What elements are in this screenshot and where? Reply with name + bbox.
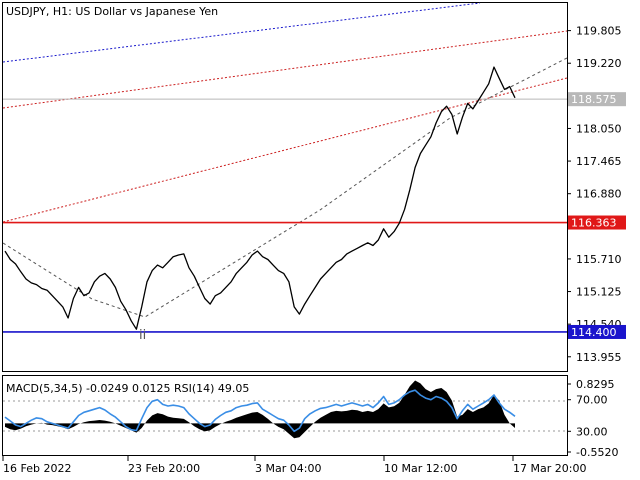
indicator-tick-label: 0.8295 <box>576 378 615 391</box>
price-tick-label: 115.125 <box>576 286 622 299</box>
support-price-tag: 114.400 <box>568 324 626 339</box>
channel-line-red-upper <box>2 30 568 109</box>
time-tick-label: 10 Mar 12:00 <box>384 462 457 475</box>
wave-label: ii <box>139 328 146 343</box>
price-tick-label: 117.465 <box>576 155 622 168</box>
current-price-label: 118.575 <box>571 93 617 106</box>
time-axis: 16 Feb 2022 23 Feb 20:00 3 Mar 04:00 10 Mar… <box>2 456 586 475</box>
indicator-header: MACD(5,34,5) -0.0249 0.0125 RSI(14) 49.0… <box>6 382 249 395</box>
time-tick-label: 23 Feb 20:00 <box>128 462 200 475</box>
time-tick-label: 17 Mar 20:00 <box>513 462 586 475</box>
price-tick-label: 119.220 <box>576 57 622 70</box>
chart-title: USDJPY, H1: US Dollar vs Japanese Yen <box>6 5 218 18</box>
support-price-tag-bg <box>568 324 626 339</box>
current-price-tag: 118.575 <box>568 92 626 107</box>
current-price-tag-bg <box>568 92 626 107</box>
price-tick-label: 113.955 <box>576 351 622 364</box>
price-tick-label: 116.880 <box>576 188 622 201</box>
macd-histogram <box>5 380 515 439</box>
price-panel-frame <box>2 2 568 372</box>
rsi-series-line <box>4 389 516 433</box>
price-series <box>4 66 516 330</box>
resistance-price-tag: 116.363 <box>568 215 626 230</box>
support-price-label: 114.400 <box>571 326 617 339</box>
rsi-line <box>4 389 516 433</box>
price-tick-label: 119.805 <box>576 25 622 38</box>
indicator-tick-label: 70.00 <box>576 394 608 407</box>
macd-histogram-area <box>5 380 515 439</box>
resistance-price-tag-bg <box>568 215 626 230</box>
wave-path-dashed <box>2 57 568 318</box>
price-line <box>4 66 516 330</box>
resistance-price-label: 116.363 <box>571 217 617 230</box>
indicator-panel-frame <box>2 375 568 456</box>
time-tick-label: 3 Mar 04:00 <box>255 462 321 475</box>
indicator-tick-label: 30.00 <box>576 425 608 438</box>
channel-line-blue <box>2 2 481 63</box>
time-tick-label: 16 Feb 2022 <box>3 462 71 475</box>
price-tick-label: 115.710 <box>576 253 622 266</box>
indicator-axis: 0.8295 70.00 30.00 -0.5520 <box>567 378 618 459</box>
price-tick-label: 118.050 <box>576 122 622 135</box>
indicator-tick-label: -0.5520 <box>576 446 618 459</box>
channel-line-red-lower <box>2 77 568 223</box>
trendline-drawings <box>2 2 568 318</box>
price-axis: 119.805 119.220 118.050 117.465 116.880 115.7… <box>567 25 622 364</box>
